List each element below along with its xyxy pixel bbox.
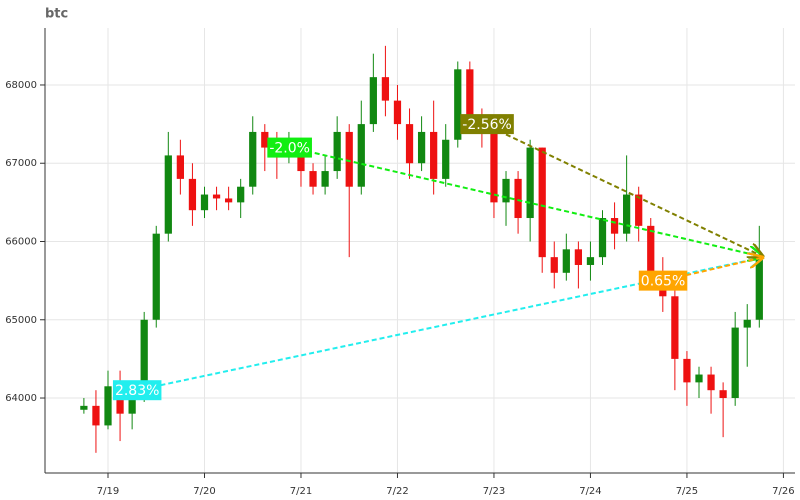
y-tick-label: 68000 bbox=[5, 80, 37, 91]
candle-body bbox=[237, 186, 245, 203]
annotation-box bbox=[638, 270, 688, 291]
candle-body bbox=[188, 178, 197, 211]
annotation-box bbox=[267, 137, 312, 158]
candle-body bbox=[128, 398, 136, 414]
candle-body bbox=[104, 386, 112, 426]
candle-body bbox=[80, 405, 88, 410]
annotation-arrow bbox=[483, 123, 764, 257]
candle-body bbox=[466, 69, 474, 117]
candle-body bbox=[610, 218, 619, 234]
candle-body bbox=[671, 296, 679, 359]
candle-body bbox=[574, 249, 583, 265]
candle-body bbox=[526, 147, 534, 219]
candle-body bbox=[140, 319, 148, 399]
x-tick-label: 7/21 bbox=[290, 486, 312, 497]
candle-body bbox=[623, 194, 631, 234]
annotation-label: 2.83% bbox=[115, 383, 159, 399]
candle-body bbox=[176, 155, 184, 179]
candle-body bbox=[490, 131, 498, 203]
candle-body bbox=[297, 147, 305, 172]
x-tick-label: 7/24 bbox=[579, 486, 601, 497]
x-tick-label: 7/22 bbox=[386, 486, 408, 497]
candle-body bbox=[430, 131, 438, 179]
y-tick-label: 65000 bbox=[5, 315, 37, 326]
candle-body bbox=[635, 194, 643, 226]
x-tick-label: 7/19 bbox=[97, 486, 119, 497]
candle-body bbox=[695, 374, 703, 383]
candle-body bbox=[538, 147, 546, 258]
candle-body bbox=[743, 319, 751, 328]
candle-body bbox=[249, 131, 257, 187]
candle-body bbox=[333, 131, 341, 172]
x-tick-label: 7/23 bbox=[483, 486, 505, 497]
candle-body bbox=[200, 194, 209, 211]
candle-body bbox=[164, 155, 172, 234]
candle-body bbox=[309, 171, 317, 187]
annotation-box bbox=[112, 380, 162, 401]
y-tick-label: 64000 bbox=[5, 393, 37, 404]
candle-body bbox=[369, 77, 377, 125]
annotation-label: -2.0% bbox=[269, 141, 310, 157]
candle-body bbox=[683, 358, 691, 383]
annotation-label: -2.56% bbox=[462, 117, 512, 133]
annotation-arrow bbox=[291, 146, 764, 258]
annotation-arrow bbox=[136, 257, 764, 392]
candle-body bbox=[405, 124, 414, 164]
candle-body bbox=[502, 178, 510, 203]
candle-body bbox=[598, 218, 607, 258]
candle-body bbox=[755, 257, 763, 320]
candle-body bbox=[417, 131, 426, 164]
candle-body bbox=[224, 198, 233, 203]
candle-body bbox=[514, 178, 522, 219]
x-tick-label: 7/26 bbox=[772, 486, 794, 497]
candle-body bbox=[393, 100, 402, 125]
x-tick-label: 7/25 bbox=[676, 486, 698, 497]
candle-body bbox=[261, 131, 269, 148]
y-tick-label: 66000 bbox=[5, 236, 37, 247]
candle-body bbox=[345, 131, 353, 187]
y-tick-label: 67000 bbox=[5, 158, 37, 169]
candle-body bbox=[562, 249, 570, 273]
candle-body bbox=[707, 374, 715, 391]
candle-body bbox=[550, 257, 558, 273]
x-tick-label: 7/20 bbox=[193, 486, 215, 497]
candle-body bbox=[731, 327, 739, 399]
candle-body bbox=[647, 225, 655, 273]
annotation-box bbox=[460, 114, 514, 135]
annotation-label: 0.65% bbox=[641, 274, 685, 290]
candle-body bbox=[357, 124, 365, 187]
candle-body bbox=[719, 390, 727, 399]
candle-body bbox=[381, 77, 390, 101]
candle-body bbox=[212, 194, 221, 199]
candle-body bbox=[586, 257, 595, 265]
candle-body bbox=[454, 69, 462, 140]
candle-body bbox=[92, 405, 100, 426]
chart-title: btc bbox=[45, 7, 68, 22]
candle-body bbox=[321, 171, 329, 187]
candle-body bbox=[442, 139, 450, 179]
candle-body bbox=[152, 233, 160, 320]
